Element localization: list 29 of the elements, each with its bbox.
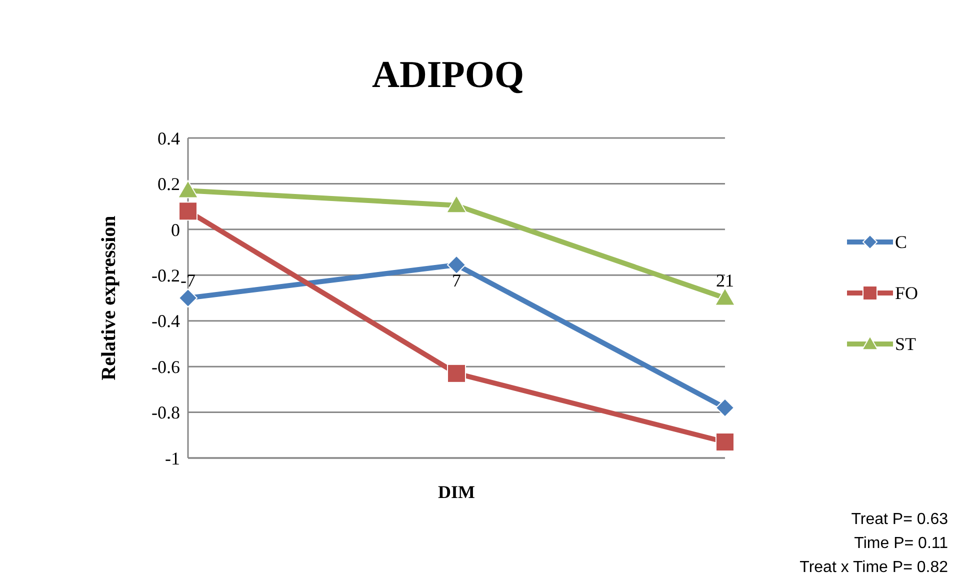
text: Treat x Time P= 0.82 — [800, 558, 948, 578]
x-tick-label: 21 — [716, 270, 734, 291]
text: Treat P= 0.63 — [850, 510, 948, 530]
point — [714, 288, 736, 306]
legend-label: FO — [894, 282, 918, 304]
y-tick-label: 0.4 — [158, 128, 180, 148]
y-tick-label: -0.8 — [152, 402, 180, 423]
point — [178, 288, 198, 308]
point — [446, 255, 466, 274]
y-tick-label: -1 — [165, 448, 180, 468]
y-tick-label: 0 — [171, 220, 180, 240]
point — [715, 398, 734, 418]
y-tick-label: 0.2 — [158, 174, 180, 194]
y-tick-label: -0.4 — [152, 311, 180, 332]
y-tick-label: -0.2 — [152, 266, 180, 286]
point — [446, 195, 467, 214]
x-axis-title: DIM — [438, 482, 475, 502]
x-tick-label: 7 — [452, 270, 461, 291]
chart-title: ADIPOQ — [371, 53, 525, 97]
point — [178, 180, 198, 198]
text: Time P= 0.11 — [853, 534, 948, 554]
legend-label: C — [894, 232, 907, 252]
point — [446, 364, 466, 383]
y-tick-label: -0.6 — [152, 356, 180, 377]
point — [178, 202, 198, 221]
x-tick-label: -7 — [180, 270, 196, 291]
legend-label: ST — [894, 334, 916, 354]
point — [715, 432, 734, 452]
y-axis-title: Relative expression — [98, 216, 120, 380]
